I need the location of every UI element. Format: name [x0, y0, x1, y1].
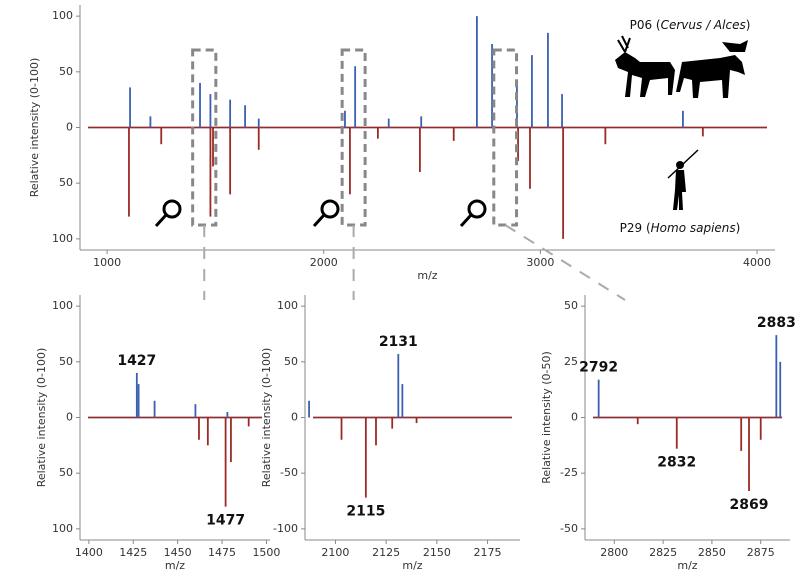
x-axis-label: m/z — [677, 559, 697, 572]
figure: P06 (Cervus / Alces) P29 (Homo sapiens) … — [0, 0, 800, 574]
y-tick-label: 100 — [52, 522, 73, 535]
x-tick-label: 3000 — [526, 256, 554, 269]
peak-label: 2792 — [579, 360, 618, 376]
y-axis-label: Relative intensity (0-100) — [35, 348, 48, 488]
x-tick-label: 1000 — [93, 256, 121, 269]
peak-label: 2832 — [657, 455, 696, 471]
x-tick-label: 2100 — [321, 546, 349, 559]
x-tick-label: 1475 — [208, 546, 236, 559]
x-tick-label: 2875 — [747, 546, 775, 559]
x-tick-label: 1400 — [75, 546, 103, 559]
x-tick-label: 2825 — [649, 546, 677, 559]
y-tick-label: 0 — [571, 411, 578, 424]
human-silhouette — [668, 150, 698, 210]
label-part: P29 ( — [620, 221, 651, 235]
x-tick-label: 1450 — [164, 546, 192, 559]
y-tick-label: 50 — [59, 65, 73, 78]
y-tick-label: 100 — [52, 232, 73, 245]
x-tick-label: 2000 — [310, 256, 338, 269]
peak-label: 2883 — [757, 315, 796, 331]
x-axis-label: m/z — [417, 269, 437, 282]
y-tick-label: 50 — [59, 466, 73, 479]
peak-label: 2131 — [379, 334, 418, 350]
deer-silhouette — [615, 36, 675, 97]
y-tick-label: 50 — [564, 299, 578, 312]
peak-label: 1477 — [206, 513, 245, 529]
x-tick-label: 2125 — [372, 546, 400, 559]
y-tick-label: 100 — [52, 299, 73, 312]
x-tick-label: 4000 — [743, 256, 771, 269]
y-axis-label: Relative intensity (0-100) — [28, 58, 41, 198]
peak-label: 2115 — [346, 504, 385, 520]
x-axis-label: m/z — [165, 559, 185, 572]
y-tick-label: 50 — [59, 176, 73, 189]
y-tick-label: 0 — [66, 411, 73, 424]
label-part: Homo sapiens — [651, 221, 736, 235]
y-tick-label: 100 — [277, 299, 298, 312]
x-tick-label: 2800 — [600, 546, 628, 559]
y-tick-label: 0 — [66, 121, 73, 134]
peak-label: 2869 — [730, 497, 769, 513]
x-tick-label: 1500 — [252, 546, 280, 559]
label-part: Cervus / Alces — [661, 18, 746, 32]
x-tick-label: 1425 — [119, 546, 147, 559]
y-tick-label: -25 — [560, 466, 578, 479]
label-part: ) — [736, 221, 741, 235]
zoom-connector — [505, 225, 625, 300]
y-axis-label: Relative intensity (0-50) — [540, 351, 553, 484]
magnifier — [156, 201, 485, 226]
y-tick-label: 100 — [52, 9, 73, 22]
x-tick-label: 2175 — [474, 546, 502, 559]
zoom-box — [494, 50, 517, 225]
y-tick-label: 50 — [59, 355, 73, 368]
x-tick-label: 2150 — [423, 546, 451, 559]
label-part: P06 ( — [630, 18, 661, 32]
zoom-box — [342, 50, 365, 225]
y-tick-label: 25 — [564, 355, 578, 368]
bottom-label: P29 (Homo sapiens) — [620, 221, 741, 235]
y-tick-label: 50 — [284, 355, 298, 368]
y-axis-label: Relative intensity (0-100) — [260, 348, 273, 488]
x-axis-label: m/z — [402, 559, 422, 572]
x-tick-label: 2850 — [698, 546, 726, 559]
label-part: ) — [746, 18, 751, 32]
top-label: P06 (Cervus / Alces) — [630, 18, 751, 32]
y-tick-label: -50 — [280, 466, 298, 479]
y-tick-label: 0 — [291, 411, 298, 424]
moose-silhouette — [676, 40, 748, 98]
y-tick-label: -100 — [273, 522, 298, 535]
peak-label: 1427 — [117, 353, 156, 369]
y-tick-label: -50 — [560, 522, 578, 535]
